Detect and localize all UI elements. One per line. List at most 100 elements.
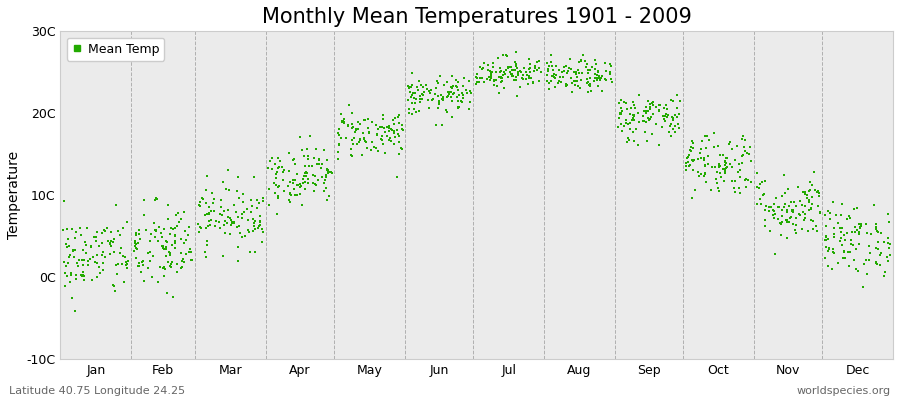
Point [618,100,633,106]
Point [359,139,374,146]
Point [156,245,170,251]
Point [483,71,498,77]
Point [860,257,874,263]
Point [392,120,406,126]
Point [345,153,359,159]
Point [251,200,266,206]
Point [317,180,331,186]
Point [641,115,655,121]
Point [172,219,186,225]
Point [495,75,509,81]
Point [418,88,432,95]
Point [446,90,460,97]
Point [247,223,261,229]
Point [84,244,98,251]
Point [416,84,430,90]
Point [475,66,490,72]
Point [371,126,385,132]
Point [604,63,618,70]
Point [79,242,94,248]
Point [590,68,605,75]
Point [580,76,594,83]
Point [230,224,245,230]
Point [795,226,809,232]
Point [519,68,534,75]
Point [269,171,284,178]
Point [370,132,384,138]
Point [626,115,641,122]
Point [705,164,719,170]
Point [213,204,228,210]
Point [219,186,233,192]
Point [160,239,175,245]
Point [270,211,284,217]
Point [383,138,398,145]
Point [881,235,896,242]
Point [446,113,460,120]
Point [742,177,756,184]
Point [762,227,777,234]
Point [662,129,676,136]
Point [786,221,800,227]
Point [170,261,184,268]
Point [357,117,372,124]
Point [221,213,236,220]
Point [400,97,415,104]
Point [771,216,786,222]
Point [170,268,184,275]
Point [614,110,628,116]
Point [166,294,180,300]
Point [98,228,112,234]
Point [611,114,625,121]
Point [480,76,494,82]
Point [549,71,563,78]
Point [421,105,436,111]
Point [497,85,511,91]
Point [388,133,402,140]
Point [202,210,217,216]
Point [590,75,605,82]
Point [710,142,724,149]
Point [490,82,504,89]
Point [847,257,861,263]
Point [107,236,122,242]
Point [104,228,118,235]
Point [436,94,450,101]
Point [299,173,313,179]
Point [593,77,608,84]
Point [150,196,165,202]
Point [775,193,789,199]
Point [157,264,171,271]
Point [402,85,417,91]
Point [717,159,732,165]
Point [811,188,825,194]
Point [109,202,123,208]
Point [436,97,450,104]
Point [362,129,376,136]
Point [623,111,637,118]
Point [694,171,708,178]
Point [571,67,585,74]
Point [255,239,269,245]
Point [295,176,310,182]
Point [507,77,521,84]
Point [452,92,466,98]
Point [242,229,256,235]
Point [409,95,423,102]
Point [68,276,83,282]
Point [290,171,304,178]
Point [628,105,643,111]
Point [593,76,608,82]
Point [58,270,72,276]
Point [663,121,678,128]
Point [56,227,70,233]
Point [511,70,526,76]
Point [301,175,315,182]
Point [131,231,146,237]
Point [718,170,733,177]
Point [687,157,701,163]
Point [67,254,81,260]
Point [697,157,711,163]
Point [198,249,212,255]
Point [570,78,584,84]
